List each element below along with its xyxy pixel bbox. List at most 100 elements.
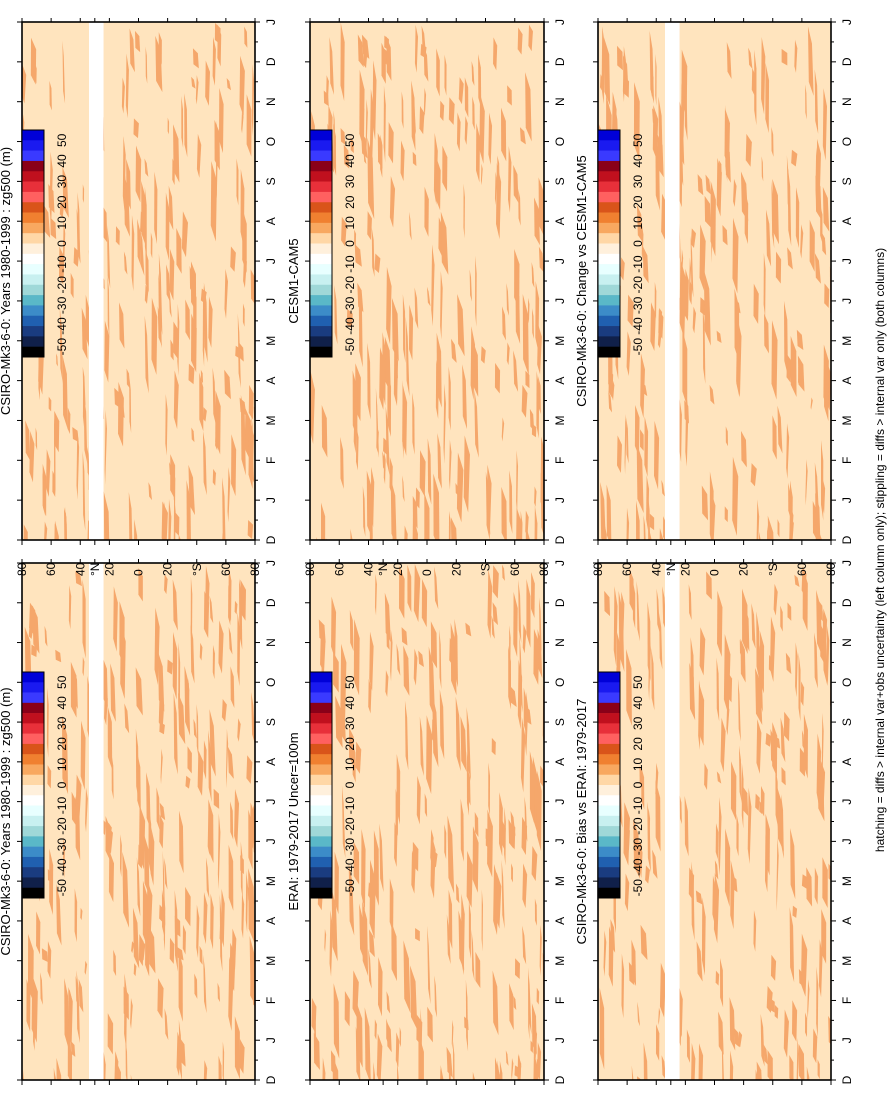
heatmap-class-10-20	[331, 888, 338, 962]
heatmap-class-10-20	[519, 127, 526, 145]
heatmap-class-10-20	[486, 464, 492, 540]
colorbar-swatch	[310, 733, 332, 745]
heatmap-class-10-20	[823, 344, 829, 411]
colorbar-label: -20	[55, 276, 69, 294]
heatmap-class-10-20	[690, 228, 696, 248]
heatmap-class-10-20	[124, 973, 128, 1049]
heatmap-class-10-20	[202, 430, 207, 496]
heatmap-class-10-20	[135, 667, 143, 716]
panel-bottom-left: DJFMAMJJASONDJ806040°N20020°S6080CSIRO-M…	[574, 559, 854, 1085]
time-tick-label: M	[840, 876, 854, 886]
heatmap-class-10-20	[349, 609, 354, 652]
heatmap-class-10-20	[814, 632, 818, 689]
colorbar-swatch	[22, 754, 44, 765]
colorbar-label: 40	[631, 696, 645, 710]
colorbar-swatch	[22, 856, 44, 868]
colorbar-swatch	[598, 795, 620, 806]
heatmap-class-10-20	[310, 371, 315, 445]
heatmap-class-10-20	[355, 741, 362, 774]
heatmap-class-10-20	[730, 761, 737, 821]
heatmap-class-10-20	[62, 355, 68, 430]
heatmap-class-10-20	[386, 1018, 389, 1044]
colorbar-label: -50	[343, 338, 357, 356]
time-tick-label: A	[553, 217, 567, 225]
colorbar-swatch	[310, 264, 332, 275]
heatmap-class-10-20	[818, 600, 823, 622]
heatmap-class-10-20	[164, 1008, 169, 1041]
colorbar-swatch	[598, 150, 620, 162]
heatmap-class-10-20	[50, 217, 57, 240]
colorbar-swatch	[22, 264, 44, 275]
heatmap-class-10-20	[343, 144, 350, 169]
colorbar-label: 10	[343, 757, 357, 771]
heatmap-class-10-20	[518, 188, 521, 226]
heatmap-class-10-20	[686, 1029, 691, 1063]
heatmap-class-10-20	[427, 1006, 433, 1043]
heatmap-class-10-20	[725, 104, 728, 182]
time-tick-label: O	[840, 678, 854, 687]
heatmap-class-10-20	[435, 359, 439, 420]
heatmap-class-10-20	[54, 523, 58, 540]
heatmap-class-10-20	[56, 353, 58, 367]
heatmap-class-10-20	[464, 77, 469, 118]
heatmap-class-10-20	[22, 65, 27, 104]
colorbar-swatch	[598, 682, 620, 693]
colorbar-swatch	[22, 815, 44, 827]
heatmap-class-10-20	[641, 766, 645, 810]
colorbar-swatch	[598, 181, 620, 193]
heatmap-class-10-20	[658, 1007, 661, 1026]
heatmap-class-10-20	[527, 538, 529, 540]
heatmap-class-10-20	[474, 811, 479, 837]
time-tick-label: O	[840, 137, 854, 146]
heatmap-class-10-20	[23, 1070, 24, 1080]
heatmap-class-10-20	[405, 316, 410, 397]
lat-tick-label: 20	[737, 562, 751, 576]
heatmap-class-10-20	[506, 342, 510, 366]
heatmap-class-10-20	[146, 880, 153, 942]
heatmap-class-10-20	[705, 174, 712, 195]
colorbar-swatch	[310, 877, 332, 889]
heatmap-class-10-20	[706, 571, 712, 600]
heatmap-class-10-20	[386, 266, 392, 345]
heatmap-class-10-20	[758, 531, 761, 540]
colorbar-swatch	[310, 202, 332, 213]
heatmap-class-10-20	[522, 925, 527, 965]
heatmap-class-10-20	[210, 161, 217, 242]
heatmap-class-10-20	[391, 921, 397, 982]
heatmap-class-10-20	[120, 622, 126, 700]
heatmap-class-10-20	[433, 473, 440, 540]
heatmap-class-10-20	[334, 851, 339, 915]
heatmap-class-10-20	[440, 211, 449, 275]
heatmap-class-10-20	[340, 437, 344, 489]
heatmap-class-10-20	[114, 387, 121, 409]
time-tick-label: A	[264, 217, 278, 225]
heatmap-class-10-20	[126, 368, 130, 389]
heatmap-class-10-20	[77, 192, 81, 263]
lat-tick-label: 60	[332, 562, 346, 576]
heatmap-class-10-20	[413, 563, 421, 623]
heatmap-class-10-20	[237, 718, 241, 742]
time-tick-label: J	[264, 799, 278, 805]
heatmap-class-10-20	[367, 211, 372, 241]
colorbar-swatch	[22, 826, 44, 837]
heatmap-class-10-20	[248, 384, 254, 420]
heatmap-class-10-20	[533, 628, 540, 685]
heatmap-class-10-20	[460, 893, 465, 976]
heatmap-class-10-20	[807, 979, 810, 1020]
heatmap-class-10-20	[236, 158, 239, 206]
heatmap-class-10-20	[661, 479, 665, 497]
time-tick-label: A	[553, 758, 567, 766]
heatmap-class-10-20	[780, 794, 784, 859]
heatmap-class-10-20	[235, 345, 241, 359]
colorbar-swatch	[310, 171, 332, 182]
heatmap-class-10-20	[176, 228, 182, 274]
colorbar-swatch	[310, 826, 332, 837]
heatmap-class-10-20	[530, 1040, 534, 1053]
heatmap-class-10-20	[374, 573, 377, 616]
colorbar-swatch	[598, 764, 620, 776]
heatmap-class-10-20	[122, 851, 130, 928]
heatmap-class-10-20	[104, 320, 110, 383]
heatmap-class-10-20	[383, 437, 388, 455]
heatmap-class-10-20	[383, 85, 386, 163]
heatmap-class-10-20	[620, 257, 625, 281]
